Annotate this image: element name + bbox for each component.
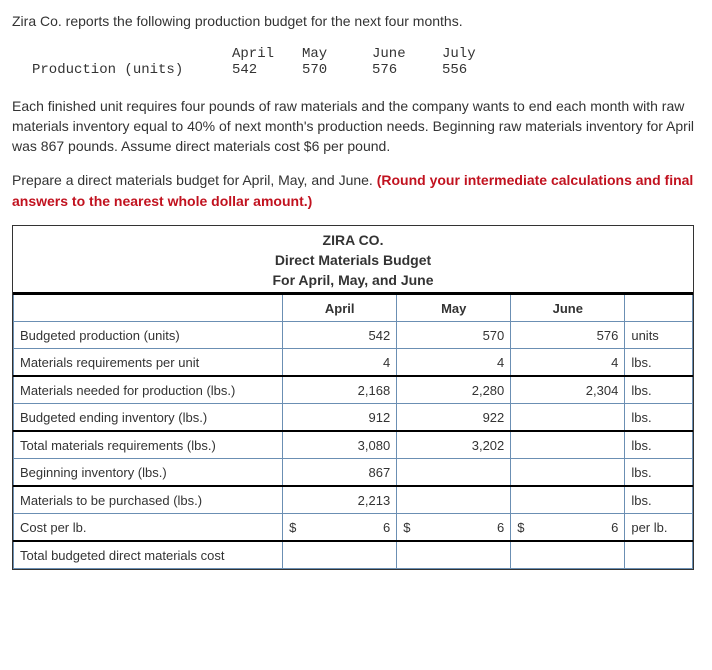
production-value: 556 (442, 62, 512, 78)
cell-input[interactable] (397, 459, 511, 487)
requirements-paragraph: Each finished unit requires four pounds … (12, 96, 700, 157)
cell-input[interactable]: 2,304 (511, 376, 625, 404)
currency-symbol: $ (397, 514, 424, 542)
row-label[interactable]: Budgeted ending inventory (lbs.) (14, 404, 283, 432)
row-label[interactable]: Beginning inventory (lbs.) (14, 459, 283, 487)
row-label[interactable]: Budgeted production (units) (14, 322, 283, 349)
cell-input[interactable]: 570 (397, 322, 511, 349)
unit-label: lbs. (625, 349, 693, 377)
table-row: Beginning inventory (lbs.) 867 lbs. (14, 459, 693, 487)
cell-input[interactable]: 2,168 (283, 376, 397, 404)
cell-input[interactable]: 4 (283, 349, 397, 377)
unit-label: lbs. (625, 486, 693, 514)
budget-table: April May June Budgeted production (unit… (13, 295, 693, 569)
cell-input[interactable]: 6 (538, 514, 625, 542)
production-value: 576 (372, 62, 442, 78)
production-row-label: Production (units) (32, 62, 232, 78)
unit-label: lbs. (625, 431, 693, 459)
cell-input[interactable] (511, 541, 625, 569)
worksheet-header: ZIRA CO. Direct Materials Budget For Apr… (13, 226, 693, 295)
instruction-paragraph: Prepare a direct materials budget for Ap… (12, 170, 700, 211)
production-value: 570 (302, 62, 372, 78)
cell-input[interactable] (511, 459, 625, 487)
column-header-row: April May June (14, 295, 693, 322)
cost-per-lb-row: Cost per lb. $ 6 $ 6 $ 6 per lb. (14, 514, 693, 542)
worksheet: ZIRA CO. Direct Materials Budget For Apr… (12, 225, 694, 570)
production-budget-grid: April May June July Production (units) 5… (32, 46, 700, 78)
cell-input[interactable] (511, 431, 625, 459)
unit-label (625, 541, 693, 569)
cell-input[interactable]: 4 (397, 349, 511, 377)
row-label[interactable]: Cost per lb. (14, 514, 283, 542)
table-row: Materials to be purchased (lbs.) 2,213 l… (14, 486, 693, 514)
cell-input[interactable] (511, 404, 625, 432)
table-row: Budgeted production (units) 542 570 576 … (14, 322, 693, 349)
cell-input[interactable] (397, 541, 511, 569)
production-value: 542 (232, 62, 302, 78)
total-cost-row: Total budgeted direct materials cost (14, 541, 693, 569)
table-row: Materials requirements per unit 4 4 4 lb… (14, 349, 693, 377)
col-header-may: May (397, 295, 511, 322)
cell-input[interactable]: 922 (397, 404, 511, 432)
unit-label: units (625, 322, 693, 349)
table-row: Materials needed for production (lbs.) 2… (14, 376, 693, 404)
cell-input[interactable]: 4 (511, 349, 625, 377)
cell-input[interactable]: 3,080 (283, 431, 397, 459)
cell-input[interactable]: 6 (310, 514, 397, 542)
intro-text: Zira Co. reports the following productio… (12, 12, 700, 32)
cell-input[interactable] (511, 486, 625, 514)
worksheet-title: Direct Materials Budget (13, 250, 693, 270)
col-header-april: April (283, 295, 397, 322)
company-name: ZIRA CO. (13, 230, 693, 250)
cell-input[interactable]: 867 (283, 459, 397, 487)
cell-input[interactable]: 6 (424, 514, 511, 542)
month-header: July (442, 46, 512, 62)
currency-symbol: $ (283, 514, 310, 542)
cell-input[interactable]: 542 (283, 322, 397, 349)
unit-label: lbs. (625, 404, 693, 432)
unit-label: lbs. (625, 376, 693, 404)
cell-input[interactable] (397, 486, 511, 514)
month-header: May (302, 46, 372, 62)
col-header-june: June (511, 295, 625, 322)
cell-input[interactable]: 912 (283, 404, 397, 432)
cell-input[interactable]: 576 (511, 322, 625, 349)
cell-input[interactable]: 2,213 (283, 486, 397, 514)
instruction-plain: Prepare a direct materials budget for Ap… (12, 172, 377, 188)
cell-input[interactable] (283, 541, 397, 569)
row-label[interactable]: Materials needed for production (lbs.) (14, 376, 283, 404)
table-row: Total materials requirements (lbs.) 3,08… (14, 431, 693, 459)
cell-input[interactable]: 2,280 (397, 376, 511, 404)
worksheet-period: For April, May, and June (13, 270, 693, 290)
month-header: April (232, 46, 302, 62)
month-header: June (372, 46, 442, 62)
cell-input[interactable]: 3,202 (397, 431, 511, 459)
row-label[interactable]: Materials requirements per unit (14, 349, 283, 377)
unit-label: per lb. (625, 514, 693, 542)
row-label[interactable]: Total materials requirements (lbs.) (14, 431, 283, 459)
row-label[interactable]: Materials to be purchased (lbs.) (14, 486, 283, 514)
currency-symbol: $ (511, 514, 538, 542)
unit-label: lbs. (625, 459, 693, 487)
table-row: Budgeted ending inventory (lbs.) 912 922… (14, 404, 693, 432)
row-label[interactable]: Total budgeted direct materials cost (14, 541, 283, 569)
col-header-unit (625, 295, 693, 322)
